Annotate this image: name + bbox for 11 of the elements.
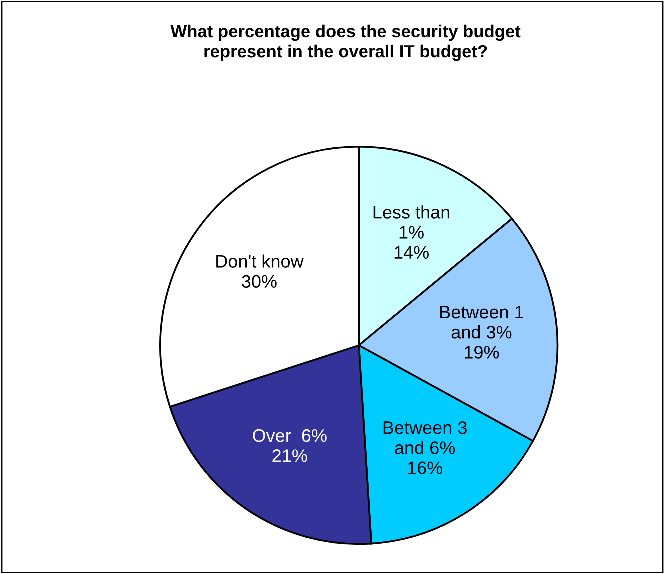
slice-label: Between 1 and 3% <box>440 306 524 339</box>
slice-label: Don't know <box>216 254 304 268</box>
chart-title: What percentage does the security budget represent in the overall IT budget? <box>170 24 521 62</box>
slice-label: Between 3 and 6% <box>384 421 467 454</box>
slice-label: Less than 1% <box>374 206 450 239</box>
data-label: 30% <box>242 275 277 288</box>
data-label: 19% <box>465 346 500 359</box>
data-label: 14% <box>394 246 429 259</box>
data-label: 21% <box>272 450 308 462</box>
slice-label: Over 6% <box>253 429 327 442</box>
data-label: 16% <box>408 462 443 474</box>
